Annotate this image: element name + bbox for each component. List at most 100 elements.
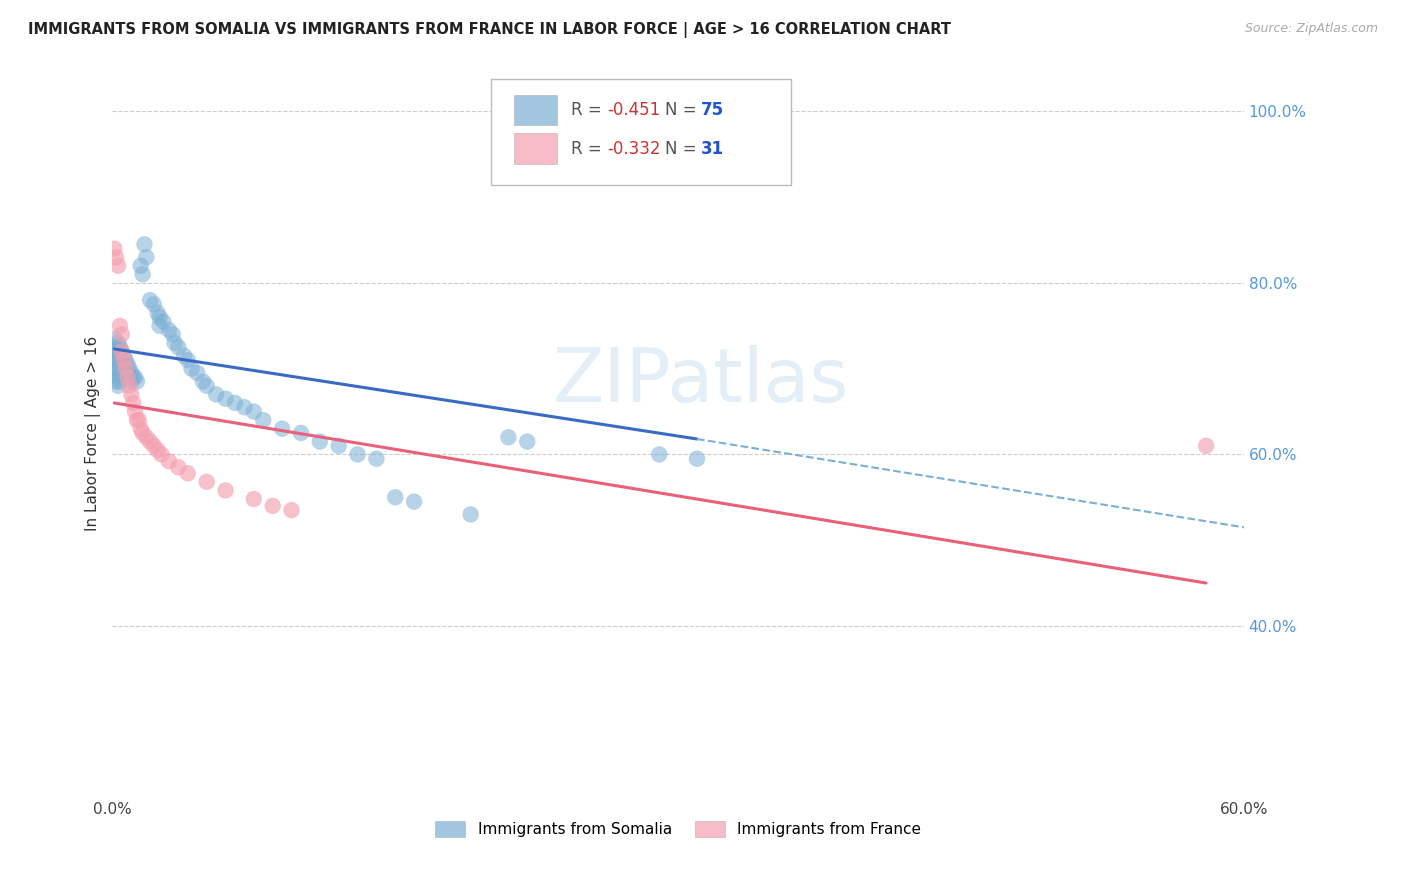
- Point: [105, 375, 128, 389]
- Point: [124, 404, 146, 418]
- Text: R =: R =: [571, 140, 606, 158]
- Point: [498, 430, 520, 444]
- Point: [111, 353, 134, 368]
- Point: [180, 361, 202, 376]
- Text: ZIPatlas: ZIPatlas: [553, 345, 849, 418]
- Point: [177, 353, 200, 368]
- Point: [114, 353, 136, 368]
- Point: [117, 366, 139, 380]
- Y-axis label: In Labor Force | Age > 16: In Labor Force | Age > 16: [86, 335, 101, 531]
- Point: [135, 250, 157, 264]
- Point: [117, 370, 139, 384]
- Point: [107, 353, 129, 368]
- Point: [135, 430, 157, 444]
- Point: [117, 357, 139, 371]
- Text: -0.332: -0.332: [607, 140, 661, 158]
- Point: [107, 344, 129, 359]
- Point: [107, 361, 129, 376]
- Text: R =: R =: [571, 101, 606, 119]
- Text: 31: 31: [700, 140, 724, 158]
- Point: [122, 370, 145, 384]
- Point: [129, 259, 152, 273]
- Point: [146, 443, 169, 458]
- Point: [163, 335, 186, 350]
- FancyBboxPatch shape: [492, 79, 792, 186]
- Point: [328, 439, 350, 453]
- Point: [173, 349, 195, 363]
- Point: [384, 491, 406, 505]
- Point: [120, 375, 142, 389]
- Text: Source: ZipAtlas.com: Source: ZipAtlas.com: [1244, 22, 1378, 36]
- Point: [107, 379, 129, 393]
- Point: [214, 483, 236, 498]
- Point: [150, 447, 173, 461]
- Point: [105, 366, 128, 380]
- Point: [134, 237, 156, 252]
- Point: [346, 447, 368, 461]
- Point: [105, 340, 128, 354]
- Point: [142, 439, 165, 453]
- Point: [157, 323, 180, 337]
- Text: IMMIGRANTS FROM SOMALIA VS IMMIGRANTS FROM FRANCE IN LABOR FORCE | AGE > 16 CORR: IMMIGRANTS FROM SOMALIA VS IMMIGRANTS FR…: [28, 22, 950, 38]
- Point: [125, 375, 148, 389]
- Text: N =: N =: [665, 140, 702, 158]
- Point: [191, 375, 214, 389]
- Point: [243, 491, 266, 506]
- Point: [1195, 439, 1218, 453]
- Point: [131, 425, 153, 440]
- Point: [243, 404, 266, 418]
- Point: [108, 318, 131, 333]
- Point: [139, 434, 162, 449]
- Point: [120, 366, 142, 380]
- Point: [112, 349, 135, 363]
- Point: [108, 340, 131, 354]
- Point: [195, 475, 218, 489]
- Point: [112, 357, 135, 371]
- Point: [167, 460, 190, 475]
- Point: [103, 353, 125, 368]
- Point: [122, 396, 145, 410]
- Point: [366, 451, 388, 466]
- Point: [111, 370, 134, 384]
- Point: [167, 340, 190, 354]
- Point: [125, 413, 148, 427]
- Point: [262, 499, 284, 513]
- Point: [224, 396, 246, 410]
- Point: [112, 353, 135, 368]
- Point: [107, 370, 129, 384]
- Point: [290, 425, 312, 440]
- Point: [157, 454, 180, 468]
- Point: [648, 447, 671, 461]
- Point: [195, 379, 218, 393]
- Point: [146, 306, 169, 320]
- Point: [177, 467, 200, 481]
- Point: [103, 344, 125, 359]
- Point: [111, 327, 134, 342]
- Point: [111, 361, 134, 376]
- Point: [128, 413, 150, 427]
- Point: [112, 366, 135, 380]
- Point: [129, 422, 152, 436]
- Point: [131, 268, 153, 282]
- Point: [686, 451, 709, 466]
- Point: [118, 361, 141, 376]
- Point: [108, 366, 131, 380]
- Point: [114, 361, 136, 376]
- Point: [111, 344, 134, 359]
- Point: [516, 434, 538, 449]
- Point: [148, 310, 170, 325]
- Point: [114, 361, 136, 376]
- Text: N =: N =: [665, 101, 702, 119]
- Point: [108, 375, 131, 389]
- Point: [120, 387, 142, 401]
- Point: [271, 422, 294, 436]
- Point: [252, 413, 274, 427]
- Point: [460, 508, 482, 522]
- Point: [105, 349, 128, 363]
- Point: [152, 314, 174, 328]
- Point: [103, 242, 125, 256]
- Text: -0.451: -0.451: [607, 101, 659, 119]
- Point: [186, 366, 208, 380]
- Legend: Immigrants from Somalia, Immigrants from France: Immigrants from Somalia, Immigrants from…: [427, 814, 929, 845]
- Point: [118, 379, 141, 393]
